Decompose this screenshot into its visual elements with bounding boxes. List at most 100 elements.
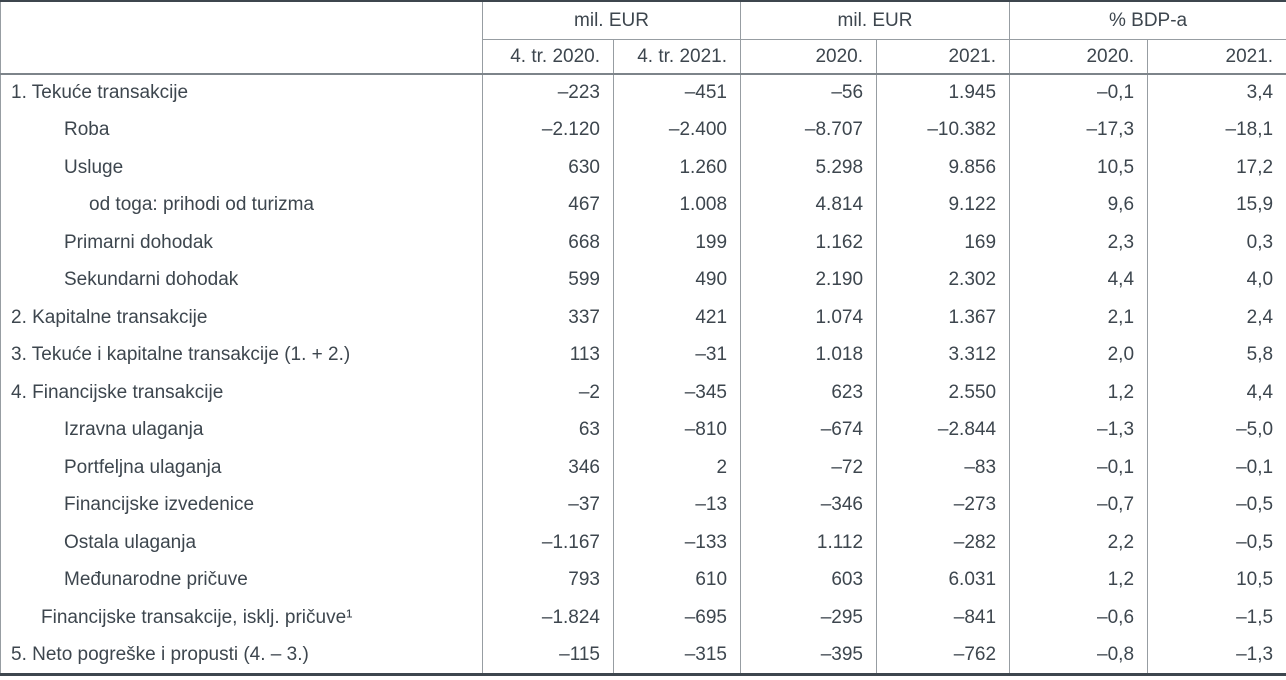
table-row: Primarni dohodak 668 199 1.162 169 2,3 0…	[0, 224, 1286, 262]
value-cell: 15,9	[1147, 186, 1286, 224]
value-cell: –37	[482, 486, 614, 524]
value-cell: 467	[482, 186, 614, 224]
value-cell: –841	[876, 599, 1010, 637]
value-cell: –2	[482, 374, 614, 412]
table-row: 3. Tekuće i kapitalne transakcije (1. + …	[0, 336, 1286, 374]
column-group-mil-eur-quarter: mil. EUR	[481, 1, 741, 40]
value-cell: –295	[740, 599, 877, 637]
table-row: Financijske transakcije, isklj. pričuve¹…	[0, 599, 1286, 637]
value-cell: 63	[482, 411, 614, 449]
table-head: mil. EUR mil. EUR % BDP-a 4. tr. 2020. 4…	[0, 1, 1286, 75]
row-label: 4. Financijske transakcije	[0, 374, 483, 412]
table-row: Sekundarni dohodak 599 490 2.190 2.302 4…	[0, 261, 1286, 299]
row-label: 3. Tekuće i kapitalne transakcije (1. + …	[0, 336, 483, 374]
value-cell: –0,1	[1009, 74, 1148, 112]
value-cell: –1,3	[1009, 411, 1148, 449]
column-header-q4-2020: 4. tr. 2020.	[482, 39, 614, 75]
row-label: Financijske izvedenice	[0, 486, 483, 524]
value-cell: –0,6	[1009, 599, 1148, 637]
table-row: Portfeljna ulaganja 346 2 –72 –83 –0,1 –…	[0, 449, 1286, 487]
column-header-2020-pct: 2020.	[1009, 39, 1148, 75]
value-cell: –315	[612, 636, 741, 674]
value-cell: –0,8	[1009, 636, 1148, 674]
column-header-row: 4. tr. 2020. 4. tr. 2021. 2020. 2021. 20…	[1, 39, 1286, 75]
table-row: 4. Financijske transakcije –2 –345 623 2…	[0, 374, 1286, 412]
value-cell: –1,5	[1147, 599, 1286, 637]
column-group-mil-eur-year: mil. EUR	[740, 1, 1010, 40]
row-label: Usluge	[0, 149, 483, 187]
row-label: Izravna ulaganja	[0, 411, 483, 449]
value-cell: 2,4	[1147, 299, 1286, 337]
value-cell: 5,8	[1147, 336, 1286, 374]
value-cell: –762	[876, 636, 1010, 674]
value-cell: –83	[876, 449, 1010, 487]
row-label: Roba	[0, 111, 483, 149]
value-cell: 1.945	[876, 74, 1010, 112]
value-cell: 1.367	[876, 299, 1010, 337]
value-cell: –31	[612, 336, 741, 374]
value-cell: 2,1	[1009, 299, 1148, 337]
row-label: 5. Neto pogreške i propusti (4. – 3.)	[0, 636, 483, 674]
group-header-row: mil. EUR mil. EUR % BDP-a	[0, 1, 1286, 75]
row-label: Financijske transakcije, isklj. pričuve¹	[0, 599, 483, 637]
value-cell: 2.190	[740, 261, 877, 299]
value-cell: –115	[482, 636, 614, 674]
value-cell: –18,1	[1147, 111, 1286, 149]
value-cell: 199	[612, 224, 741, 262]
value-cell: 9.122	[876, 186, 1010, 224]
row-label: 2. Kapitalne transakcije	[0, 299, 483, 337]
table-row: Financijske izvedenice –37 –13 –346 –273…	[0, 486, 1286, 524]
value-cell: 2.302	[876, 261, 1010, 299]
value-cell: 2,3	[1009, 224, 1148, 262]
value-cell: –282	[876, 524, 1010, 562]
value-cell: 1.162	[740, 224, 877, 262]
value-cell: 9.856	[876, 149, 1010, 187]
value-cell: –0,1	[1009, 449, 1148, 487]
value-cell: –346	[740, 486, 877, 524]
value-cell: 2,2	[1009, 524, 1148, 562]
value-cell: –395	[740, 636, 877, 674]
value-cell: 113	[482, 336, 614, 374]
column-header-q4-2021: 4. tr. 2021.	[612, 39, 741, 75]
value-cell: 5.298	[740, 149, 877, 187]
row-label: Sekundarni dohodak	[0, 261, 483, 299]
value-cell: 1.260	[612, 149, 741, 187]
value-cell: –2.844	[876, 411, 1010, 449]
value-cell: –273	[876, 486, 1010, 524]
value-cell: –1.167	[482, 524, 614, 562]
value-cell: –0,1	[1147, 449, 1286, 487]
value-cell: 1,2	[1009, 561, 1148, 599]
value-cell: –8.707	[740, 111, 877, 149]
column-header-2021-eur: 2021.	[876, 39, 1010, 75]
row-label: Međunarodne pričuve	[0, 561, 483, 599]
table-row: 1. Tekuće transakcije –223 –451 –56 1.94…	[0, 74, 1286, 112]
value-cell: –2.400	[612, 111, 741, 149]
value-cell: 490	[612, 261, 741, 299]
value-cell: 668	[482, 224, 614, 262]
row-label: Primarni dohodak	[0, 224, 483, 262]
value-cell: –1.824	[482, 599, 614, 637]
value-cell: 1.018	[740, 336, 877, 374]
value-cell: 4.814	[740, 186, 877, 224]
value-cell: 421	[612, 299, 741, 337]
column-header-2020-eur: 2020.	[740, 39, 877, 75]
value-cell: –810	[612, 411, 741, 449]
value-cell: 1,2	[1009, 374, 1148, 412]
value-cell: 10,5	[1147, 561, 1286, 599]
value-cell: 4,0	[1147, 261, 1286, 299]
table-row: Ostala ulaganja –1.167 –133 1.112 –282 2…	[0, 524, 1286, 562]
value-cell: –2.120	[482, 111, 614, 149]
value-cell: 630	[482, 149, 614, 187]
value-cell: –223	[482, 74, 614, 112]
value-cell: –451	[612, 74, 741, 112]
row-label: Portfeljna ulaganja	[0, 449, 483, 487]
value-cell: –5,0	[1147, 411, 1286, 449]
value-cell: 6.031	[876, 561, 1010, 599]
value-cell: 793	[482, 561, 614, 599]
row-label: Ostala ulaganja	[0, 524, 483, 562]
value-cell: 4,4	[1147, 374, 1286, 412]
value-cell: –1,3	[1147, 636, 1286, 674]
value-cell: –695	[612, 599, 741, 637]
value-cell: –0,5	[1147, 524, 1286, 562]
value-cell: –133	[612, 524, 741, 562]
